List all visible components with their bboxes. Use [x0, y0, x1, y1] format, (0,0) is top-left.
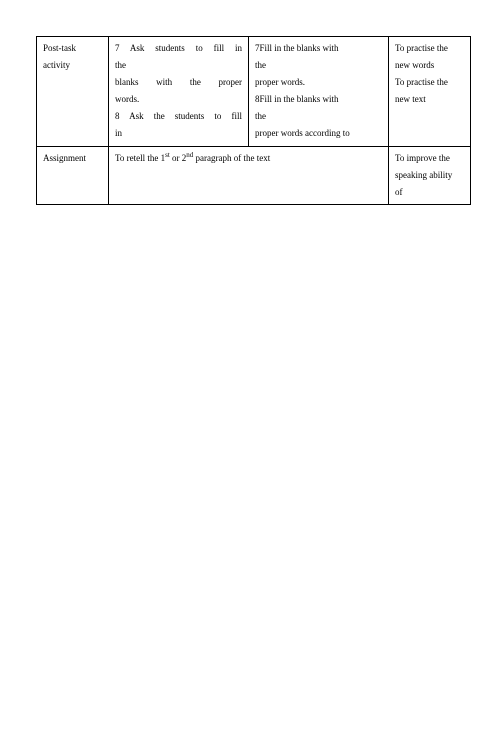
- text: paragraph of the text: [193, 153, 270, 163]
- text: To practise the: [395, 40, 464, 57]
- text: activity: [43, 57, 102, 74]
- text: To improve the: [395, 150, 464, 167]
- purpose-cell: To practise the new words To practise th…: [389, 37, 471, 147]
- text: speaking ability: [395, 167, 464, 184]
- student-activity-cell: 7Fill in the blanks with the proper word…: [249, 37, 389, 147]
- text: or 2: [170, 153, 187, 163]
- text: the: [255, 57, 382, 74]
- text: new text: [395, 91, 464, 108]
- text: of: [395, 184, 464, 201]
- text: 8Fill in the blanks with: [255, 91, 382, 108]
- text: blanks with the proper: [115, 74, 242, 91]
- text: To retell the 1: [115, 153, 165, 163]
- text: To practise the: [395, 74, 464, 91]
- text: in: [115, 125, 242, 142]
- text: new words: [395, 57, 464, 74]
- text: proper words.: [255, 74, 382, 91]
- text: the: [115, 57, 242, 74]
- text: 7Fill in the blanks with: [255, 40, 382, 57]
- table-row: Post-task activity 7 Ask students to fil…: [37, 37, 471, 147]
- text: 7 Ask students to fill in: [115, 40, 242, 57]
- assignment-cell: To retell the 1st or 2nd paragraph of th…: [109, 146, 389, 204]
- text: words.: [115, 91, 242, 108]
- teacher-activity-cell: 7 Ask students to fill in the blanks wit…: [109, 37, 249, 147]
- stage-cell: Assignment: [37, 146, 109, 204]
- text: 8 Ask the students to fill: [115, 108, 242, 125]
- stage-cell: Post-task activity: [37, 37, 109, 147]
- text: the: [255, 108, 382, 125]
- text: Post-task: [43, 40, 102, 57]
- text: proper words according to: [255, 125, 382, 142]
- table-row: Assignment To retell the 1st or 2nd para…: [37, 146, 471, 204]
- text: Assignment: [43, 150, 102, 167]
- page-container: Post-task activity 7 Ask students to fil…: [0, 0, 500, 205]
- purpose-cell: To improve the speaking ability of: [389, 146, 471, 204]
- lesson-plan-table: Post-task activity 7 Ask students to fil…: [36, 36, 471, 205]
